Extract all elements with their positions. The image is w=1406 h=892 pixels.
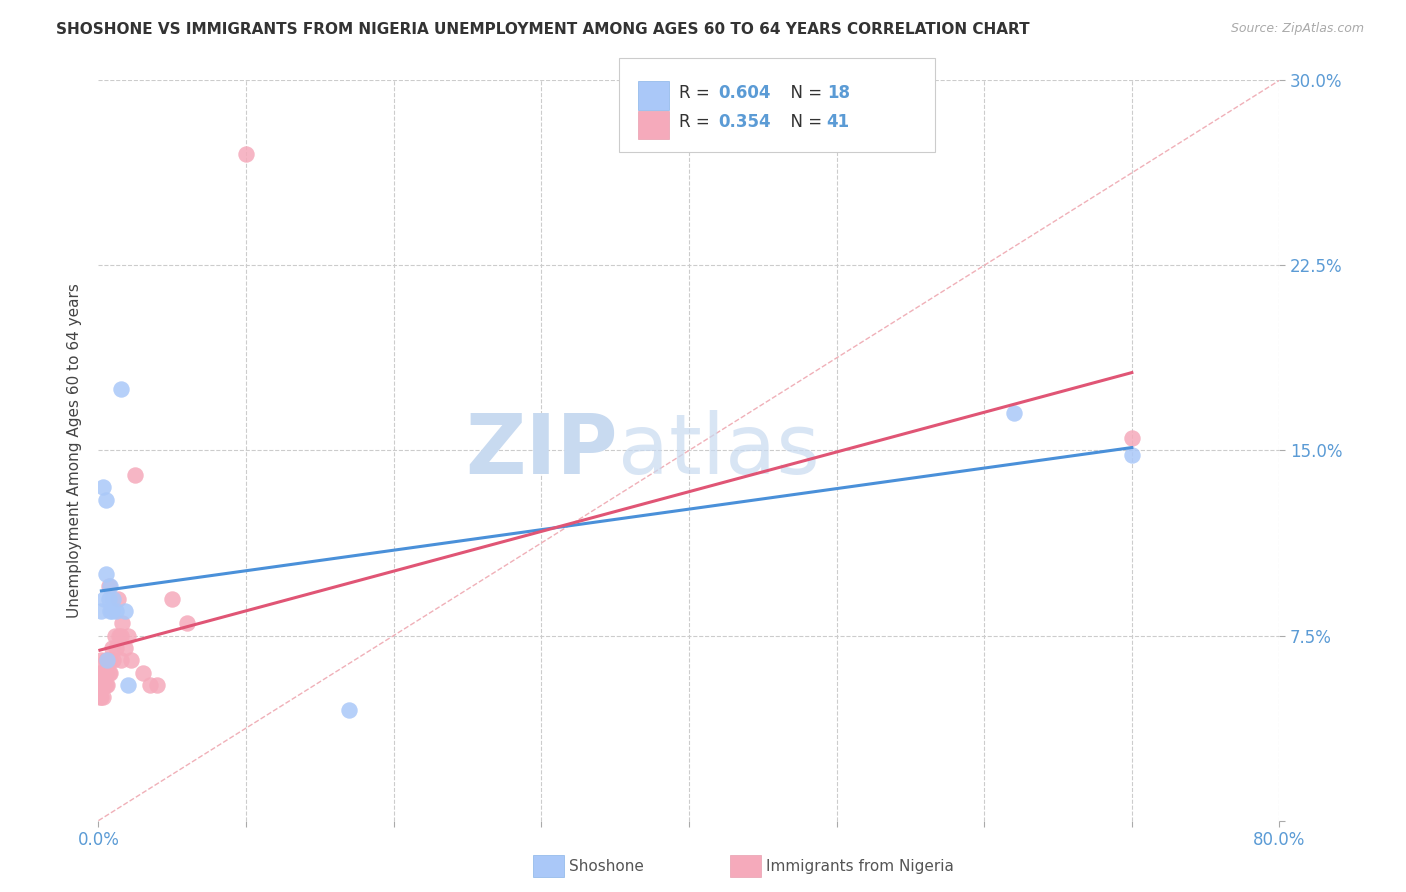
Text: N =: N = <box>780 84 828 102</box>
Point <box>100 604 122 618</box>
Point <box>96 653 118 667</box>
Point <box>100 640 122 655</box>
Point <box>90 604 112 618</box>
Point <box>96 678 118 692</box>
Point <box>114 604 136 618</box>
Point <box>1121 449 1143 463</box>
Text: Source: ZipAtlas.com: Source: ZipAtlas.com <box>1230 22 1364 36</box>
Point <box>94 492 117 507</box>
Point <box>89 678 111 692</box>
Point <box>94 678 117 692</box>
Text: 18: 18 <box>827 84 849 102</box>
Point <box>98 665 121 680</box>
Point <box>105 604 128 618</box>
Point <box>91 690 114 705</box>
Text: R =: R = <box>679 113 716 131</box>
Point <box>91 678 114 692</box>
Point <box>139 678 162 692</box>
Point <box>104 628 127 642</box>
Text: R =: R = <box>679 84 716 102</box>
Point <box>89 690 111 705</box>
Point <box>94 653 117 667</box>
Point <box>96 653 118 667</box>
Point <box>93 591 115 606</box>
Point <box>108 628 131 642</box>
Text: N =: N = <box>780 113 828 131</box>
Point <box>339 703 361 717</box>
Point <box>114 640 136 655</box>
Text: 0.354: 0.354 <box>718 113 770 131</box>
Point <box>91 480 114 494</box>
Point <box>146 678 169 692</box>
Point <box>90 690 112 705</box>
Point <box>89 665 111 680</box>
Point <box>93 665 115 680</box>
Point <box>110 382 132 396</box>
Point <box>162 591 183 606</box>
Point <box>103 653 125 667</box>
Point <box>90 653 112 667</box>
Point <box>176 616 198 631</box>
Point <box>98 579 121 593</box>
Text: Immigrants from Nigeria: Immigrants from Nigeria <box>766 859 955 873</box>
Point <box>117 678 139 692</box>
Point <box>124 468 146 483</box>
Point <box>97 591 120 606</box>
Point <box>235 147 257 161</box>
Point <box>105 640 128 655</box>
Point <box>110 628 132 642</box>
Point <box>1121 431 1143 445</box>
Point <box>120 653 142 667</box>
Text: Shoshone: Shoshone <box>569 859 644 873</box>
Text: 0.604: 0.604 <box>718 84 770 102</box>
Point <box>107 591 129 606</box>
Point <box>90 678 112 692</box>
Text: atlas: atlas <box>619 410 820 491</box>
Point <box>97 665 120 680</box>
Text: 41: 41 <box>827 113 849 131</box>
Point <box>132 665 155 680</box>
Point <box>90 665 112 680</box>
Y-axis label: Unemployment Among Ages 60 to 64 years: Unemployment Among Ages 60 to 64 years <box>66 283 82 618</box>
Point <box>117 628 139 642</box>
Point <box>97 579 120 593</box>
Point <box>93 678 115 692</box>
Point <box>98 653 121 667</box>
Point <box>111 616 134 631</box>
Point <box>103 591 125 606</box>
Text: ZIP: ZIP <box>465 410 619 491</box>
Text: SHOSHONE VS IMMIGRANTS FROM NIGERIA UNEMPLOYMENT AMONG AGES 60 TO 64 YEARS CORRE: SHOSHONE VS IMMIGRANTS FROM NIGERIA UNEM… <box>56 22 1029 37</box>
Point <box>1002 407 1025 421</box>
Point <box>91 665 114 680</box>
Point <box>98 604 121 618</box>
Point <box>110 653 132 667</box>
Point <box>94 566 117 581</box>
Point <box>94 665 117 680</box>
